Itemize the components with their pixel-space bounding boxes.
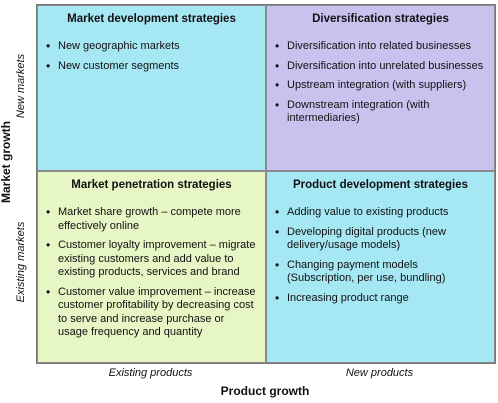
y-axis-title: Market growth xyxy=(0,121,13,204)
quadrant-market-penetration: Market penetration strategies Market sha… xyxy=(37,171,266,363)
quadrant-market-development: Market development strategies New geogra… xyxy=(37,5,266,171)
strategy-list: Diversification into related businesses … xyxy=(275,40,486,126)
strategy-list: New geographic markets New customer segm… xyxy=(46,40,257,73)
col-label-existing-products: Existing products xyxy=(108,367,193,379)
list-item: Changing payment models (Subscription, p… xyxy=(275,259,486,286)
ansoff-matrix: Market development strategies New geogra… xyxy=(36,4,496,364)
quadrant-diversification: Diversification strategies Diversificati… xyxy=(266,5,495,171)
list-item: Customer value improvement – increase cu… xyxy=(46,286,257,340)
list-item: Developing digital products (new deliver… xyxy=(275,226,486,253)
quadrant-title: Market development strategies xyxy=(67,13,236,25)
list-item: Diversification into related businesses xyxy=(275,40,486,54)
row-label-existing-markets: Existing markets xyxy=(15,221,27,303)
quadrant-title: Product development strategies xyxy=(292,179,469,191)
list-item: New geographic markets xyxy=(46,40,257,54)
list-item: New customer segments xyxy=(46,60,257,74)
list-item: Customer loyalty improvement – migrate e… xyxy=(46,239,257,280)
list-item: Increasing product range xyxy=(275,292,486,306)
list-item: Market share growth – compete more effec… xyxy=(46,206,257,233)
strategy-list: Adding value to existing products Develo… xyxy=(275,206,486,305)
list-item: Diversification into unrelated businesse… xyxy=(275,60,486,74)
quadrant-title: Market penetration strategies xyxy=(71,179,232,191)
x-axis-title: Product growth xyxy=(220,384,310,398)
strategy-list: Market share growth – compete more effec… xyxy=(46,206,257,340)
quadrant-title: Diversification strategies xyxy=(312,13,449,25)
row-label-new-markets: New markets xyxy=(15,53,27,119)
list-item: Adding value to existing products xyxy=(275,206,486,220)
list-item: Upstream integration (with suppliers) xyxy=(275,79,486,93)
quadrant-product-development: Product development strategies Adding va… xyxy=(266,171,495,363)
col-label-new-products: New products xyxy=(345,367,414,379)
list-item: Downstream integration (with intermediar… xyxy=(275,99,486,126)
